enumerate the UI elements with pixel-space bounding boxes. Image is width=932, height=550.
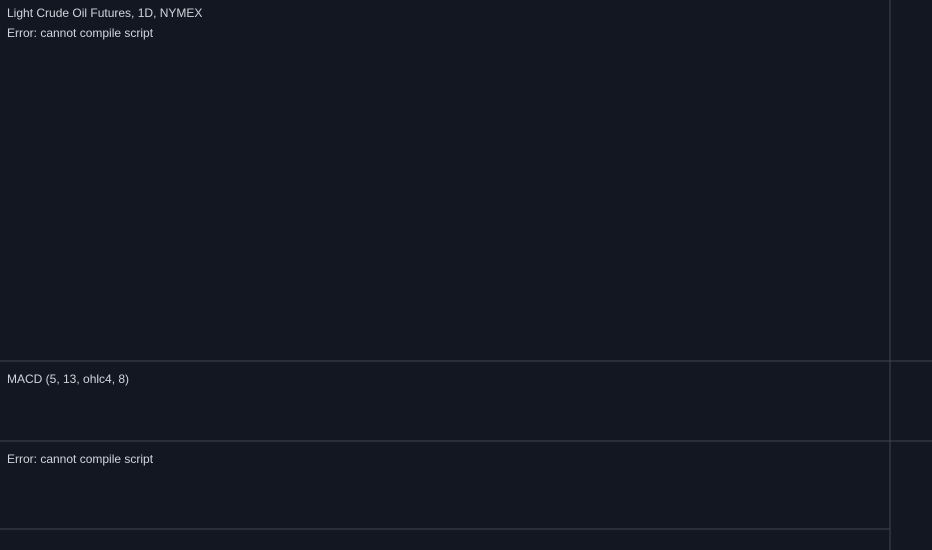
chart-title: Light Crude Oil Futures, 1D, NYMEX: [7, 6, 202, 20]
indicator-title: MACD (5, 13, ohlc4, 8): [7, 372, 129, 386]
annotation: Error: cannot compile script: [7, 452, 154, 466]
annotation: Error: cannot compile script: [7, 26, 154, 40]
